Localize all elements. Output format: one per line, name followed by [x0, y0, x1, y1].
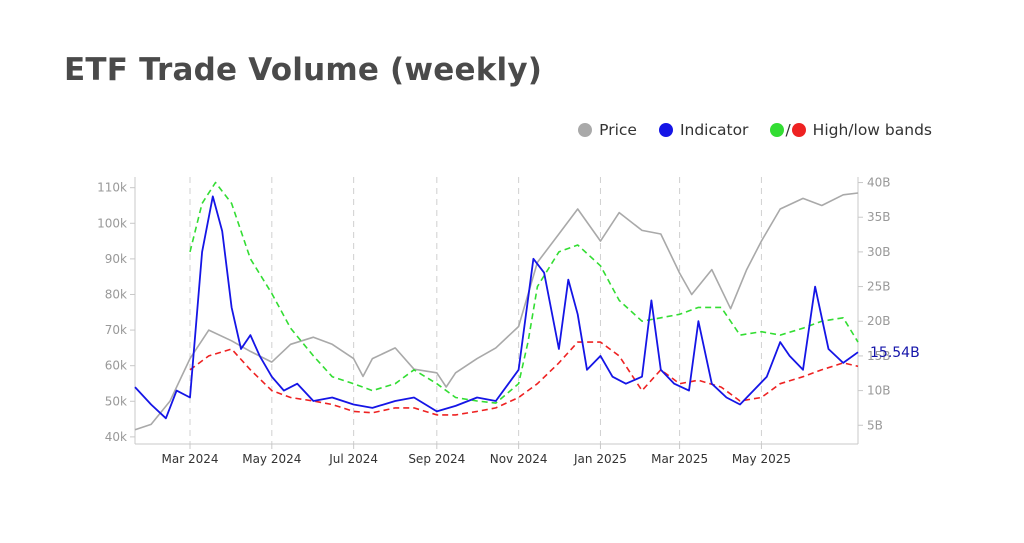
x-axis-tick-label: Sep 2024 [408, 452, 465, 466]
left-axis-tick-label: 80k [105, 287, 127, 301]
legend-item-price[interactable]: Price [578, 121, 637, 139]
left-axis-tick-label: 100k [97, 216, 127, 230]
legend-indicator-swatch [658, 123, 673, 137]
right-axis-tick-label: 25B [867, 280, 891, 294]
left-axis-tick-label: 40k [105, 430, 127, 444]
series-line-high-band [189, 181, 859, 404]
right-axis-tick-label: 5B [867, 418, 883, 432]
left-axis-tick-label: 90k [105, 252, 127, 266]
plot-background [65, 172, 943, 490]
right-axis-tick-label: 10B [867, 384, 891, 398]
legend-low-band-swatch [791, 123, 806, 137]
last-value-label: 15.54B [870, 345, 920, 361]
legend-bands-label: High/low bands [812, 121, 932, 139]
left-axis-tick-label: 70k [105, 323, 127, 337]
legend-item-bands[interactable]: / High/low bands [770, 121, 932, 139]
x-axis-tick-label: Mar 2024 [161, 452, 218, 466]
legend-item-indicator[interactable]: Indicator [658, 121, 749, 139]
chart-legend: Price Indicator / High/low bands [556, 121, 932, 139]
left-axis-tick-label: 60k [105, 359, 127, 373]
x-axis-tick-label: May 2025 [732, 452, 791, 466]
legend-indicator-label: Indicator [679, 121, 749, 139]
right-axis-tick-label: 15B [867, 349, 891, 363]
series-line-low-band [189, 341, 859, 416]
series-line-indicator [134, 195, 859, 420]
legend-price-swatch [578, 123, 593, 137]
x-axis-tick-label: May 2024 [242, 452, 301, 466]
left-axis-tick-label: 50k [105, 394, 127, 408]
right-axis-tick-label: 20B [867, 314, 891, 328]
x-axis-tick-label: Nov 2024 [490, 452, 548, 466]
chart-title: ETF Trade Volume (weekly) [64, 52, 543, 88]
right-axis-tick-label: 30B [867, 245, 891, 259]
left-axis-tick-label: 110k [97, 181, 127, 195]
x-axis-tick-label: Mar 2025 [651, 452, 708, 466]
right-axis-tick-label: 35B [867, 210, 891, 224]
legend-bands-separator: / [785, 121, 791, 139]
legend-high-band-swatch [770, 123, 785, 137]
legend-price-label: Price [599, 121, 637, 139]
right-axis-tick-label: 40B [867, 176, 891, 190]
x-axis-tick-label: Jul 2024 [328, 452, 378, 466]
x-axis-tick-label: Jan 2025 [573, 452, 627, 466]
